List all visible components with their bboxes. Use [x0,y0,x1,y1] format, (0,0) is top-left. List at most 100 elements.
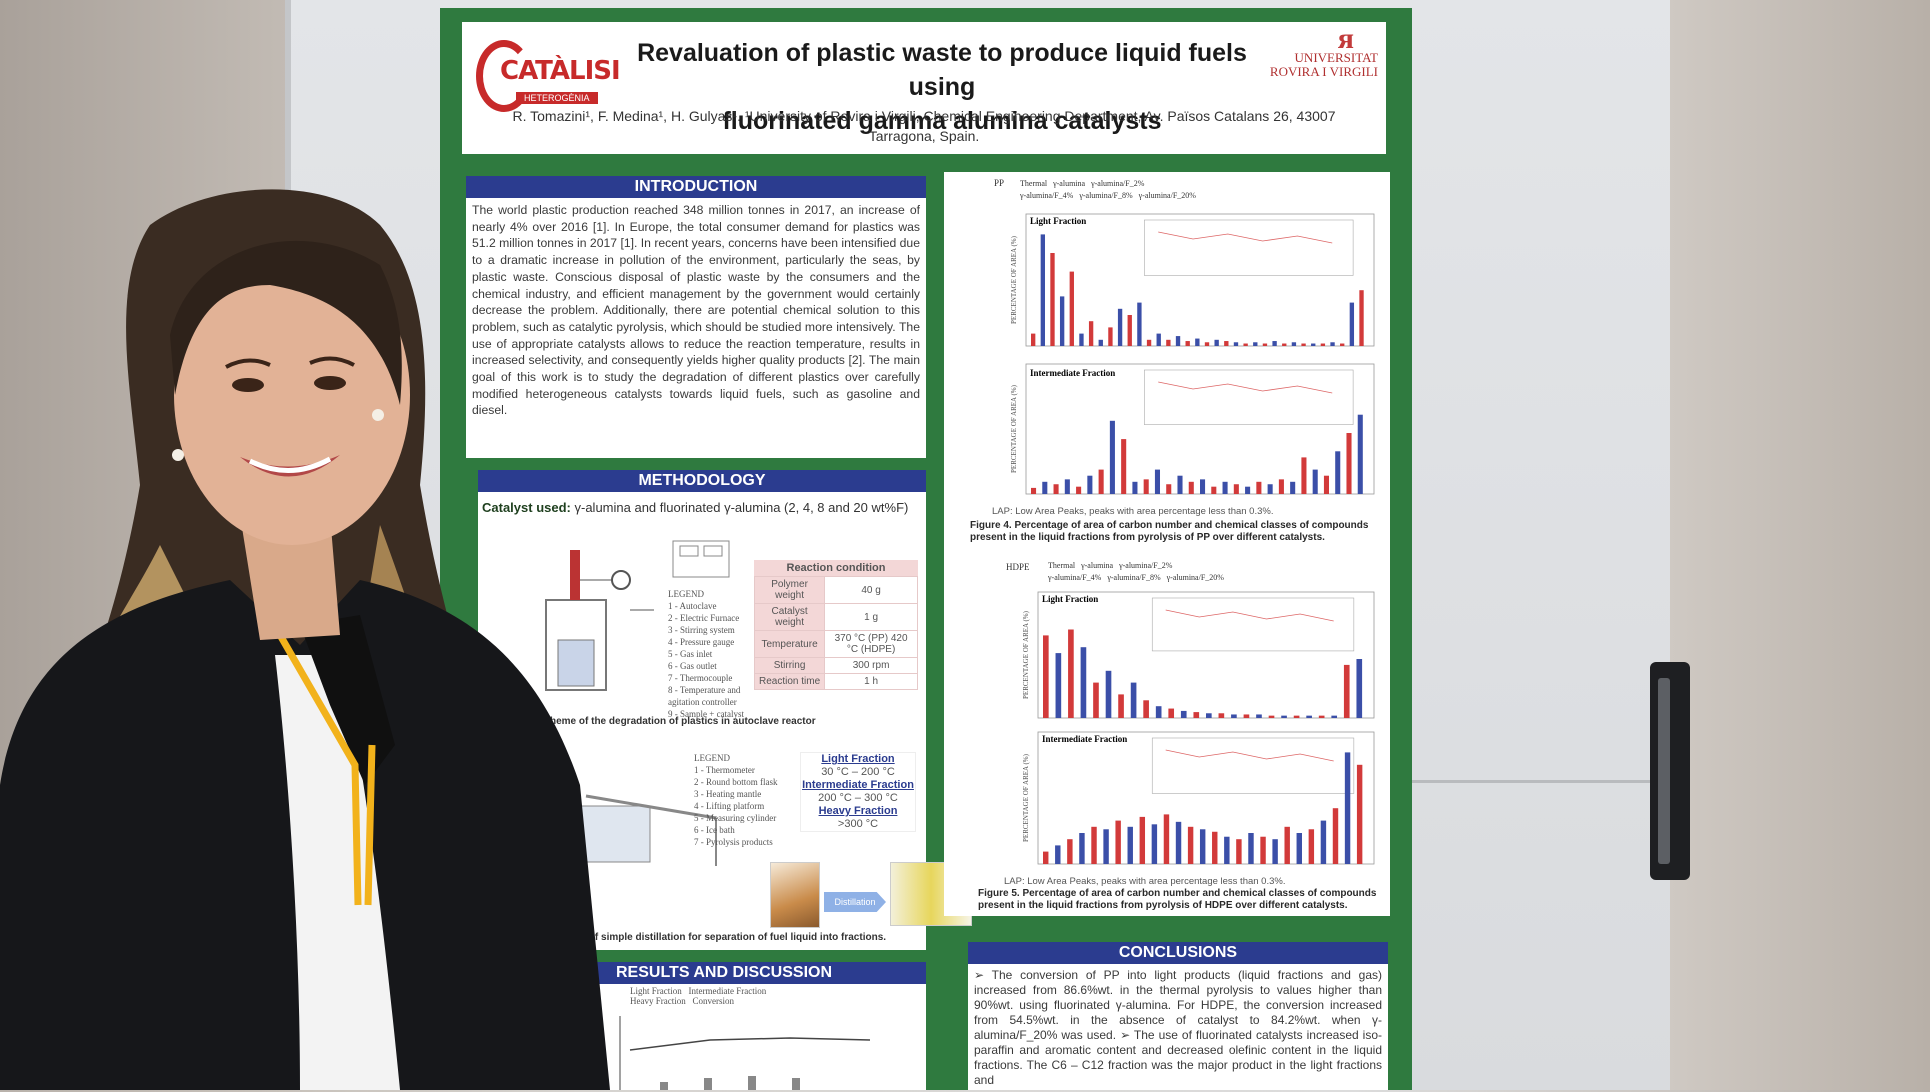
pp-intermediate-chart-bar [1177,475,1183,494]
pp-legend-item: γ-alumina/F_4% [1020,191,1074,200]
table-row: Catalyst weight 1 g [753,603,918,631]
figure4-caption-1: Figure 4. Percentage of area of carbon n… [970,520,1369,531]
white-shirt [275,655,400,1090]
pp-intermediate-chart-bar [1064,479,1070,494]
hdpe-light-chart-bar [1155,706,1162,718]
hdpe-light-chart-bar [1118,694,1124,718]
legend2-item: 2 - Round bottom flask [694,777,778,787]
pp-light-chart-bar [1050,253,1055,346]
hdpe-intermediate-chart-inset [1151,737,1355,794]
pp-intermediate-chart-bar [1154,469,1161,494]
legend1-item: 1 - Autoclave [668,601,717,611]
pp-legend-item: γ-alumina/F_8% [1079,191,1133,200]
table-row: Temperature 370 °C (PP) 420 °C (HDPE) [753,630,918,658]
pp-light-chart-bar [1156,333,1161,346]
hdpe-light-chart-inset-line [1165,609,1334,622]
results-legend: Light Fraction Intermediate Fraction Hea… [590,984,926,1008]
hdpe-intermediate-chart-bar [1199,829,1206,864]
authors-line-2: Tarragona, Spain. [868,128,980,144]
results-legend-item: Light Fraction [630,986,682,996]
hdpe-intermediate-chart-bar [1151,824,1158,864]
university-line-2: ROVIRA I VIRGILI [1269,64,1378,79]
pp-intermediate-chart-inset [1144,369,1354,425]
hdpe-light-chart-bar [1105,670,1112,718]
pp-light-chart-bar [1137,302,1142,346]
pp-intermediate-chart-bar [1245,486,1251,494]
conclusions-heading: CONCLUSIONS [968,942,1388,964]
fraction-title: Light Fraction [821,753,895,765]
pp-light-chart-inset-line [1158,231,1333,244]
left-eye [232,378,264,392]
hdpe-intermediate-chart-bar [1308,829,1315,864]
fraction-title: Intermediate Fraction [802,779,914,791]
pp-intermediate-chart-ylabel: PERCENTAGE OF AREA (%) [1010,384,1018,473]
results-legend-item: Conversion [692,996,734,1006]
pp-light-chart-bar [1349,302,1355,346]
pp-intermediate-chart-bar [1109,420,1115,494]
hdpe-legend-item: γ-alumina/F_2% [1119,561,1173,570]
pp-intermediate-chart-bar [1042,481,1048,494]
methodology-heading: METHODOLOGY [478,470,926,492]
pp-light-chart-bar [1233,342,1239,346]
neck-scarf [300,615,395,785]
table-cell: 1 g [824,603,918,631]
pp-light-chart-bar [1224,341,1229,346]
figure4-caption-2: present in the liquid fractions from pyr… [970,532,1325,543]
table-row: Stirring 300 rpm [753,657,918,674]
legend1-item: 5 - Gas inlet [668,649,713,659]
hdpe-intermediate-chart-bar [1067,839,1073,864]
hdpe-light-chart-bar [1218,713,1225,718]
hdpe-intermediate-chart-bar [1296,833,1302,864]
logo-ring-icon [476,40,532,112]
pp-light-chart-bar [1146,339,1152,346]
conclusions-panel: CONCLUSIONS ➢ The conversion of PP into … [968,942,1388,1090]
university-mark-icon: ᴙ [1337,22,1354,55]
hdpe-light-chart-bar [1293,715,1300,718]
pp-light-chart-bar [1117,308,1123,346]
hdpe-light-chart-bar [1055,653,1062,718]
hdpe-legend: Thermal γ-alumina γ-alumina/F_2% γ-alumi… [1048,560,1348,584]
legend1-item: 2 - Electric Furnace [668,613,740,623]
pp-light-chart-bar [1262,343,1268,346]
hdpe-light-chart-bar [1168,708,1175,718]
pp-lap-note: LAP: Low Area Peaks, peaks with area per… [992,506,1274,517]
hdpe-light-chart-ylabel: PERCENTAGE OF AREA (%) [1022,610,1030,699]
hdpe-light-chart-bar [1080,647,1087,718]
results-chart [619,1016,871,1090]
hdpe-intermediate-chart-inset-line [1165,749,1334,762]
legend1-item: 6 - Gas outlet [668,661,717,671]
catalyst-label: Catalyst used: [482,500,571,515]
hdpe-light-chart-bar [1206,713,1212,718]
hdpe-lap-note: LAP: Low Area Peaks, peaks with area per… [1004,876,1286,887]
hdpe-intermediate-chart-bar [1187,826,1194,864]
table-cell: Reaction time [753,673,826,690]
pp-light-chart-bar [1320,343,1326,346]
hdpe-intermediate-chart-bar [1091,826,1097,864]
table-cell: Catalyst weight [753,603,826,631]
hdpe-legend-item: γ-alumina/F_20% [1166,573,1224,582]
pp-intermediate-chart-bar [1267,484,1273,494]
pp-light-chart-bar [1311,343,1316,346]
pp-intermediate-chart-bar [1121,439,1127,494]
hdpe-light-chart-bar [1356,659,1363,718]
face [174,245,410,545]
right-eyebrow [309,356,355,367]
reactor-caption: heme of the degradation of plastics in a… [550,716,816,727]
pp-light-chart-bar [1214,339,1219,346]
pp-intermediate-chart-bar [1098,469,1104,494]
fraction-range: 30 °C – 200 °C [821,766,895,778]
figure4-caption: Figure 4. Percentage of area of carbon n… [970,520,1368,544]
pp-light-chart-bar [1040,234,1046,346]
left-eyebrow [225,358,271,369]
pp-intermediate-chart-bar [1031,487,1037,494]
hdpe-intermediate-chart-bar [1284,826,1290,864]
legend1-item: 3 - Stirring system [668,625,735,635]
hdpe-intermediate-chart-bar [1127,826,1133,864]
hdpe-intermediate-chart-bar [1344,752,1351,864]
legend1-item: 7 - Thermocouple [668,673,733,683]
legend2-item: 3 - Heating mantle [694,789,762,799]
hdpe-light-chart-bar [1243,714,1250,718]
hdpe-light-chart-bar [1268,715,1275,718]
pp-light-chart-bar [1108,327,1113,346]
pp-light-chart-bar [1243,343,1248,346]
